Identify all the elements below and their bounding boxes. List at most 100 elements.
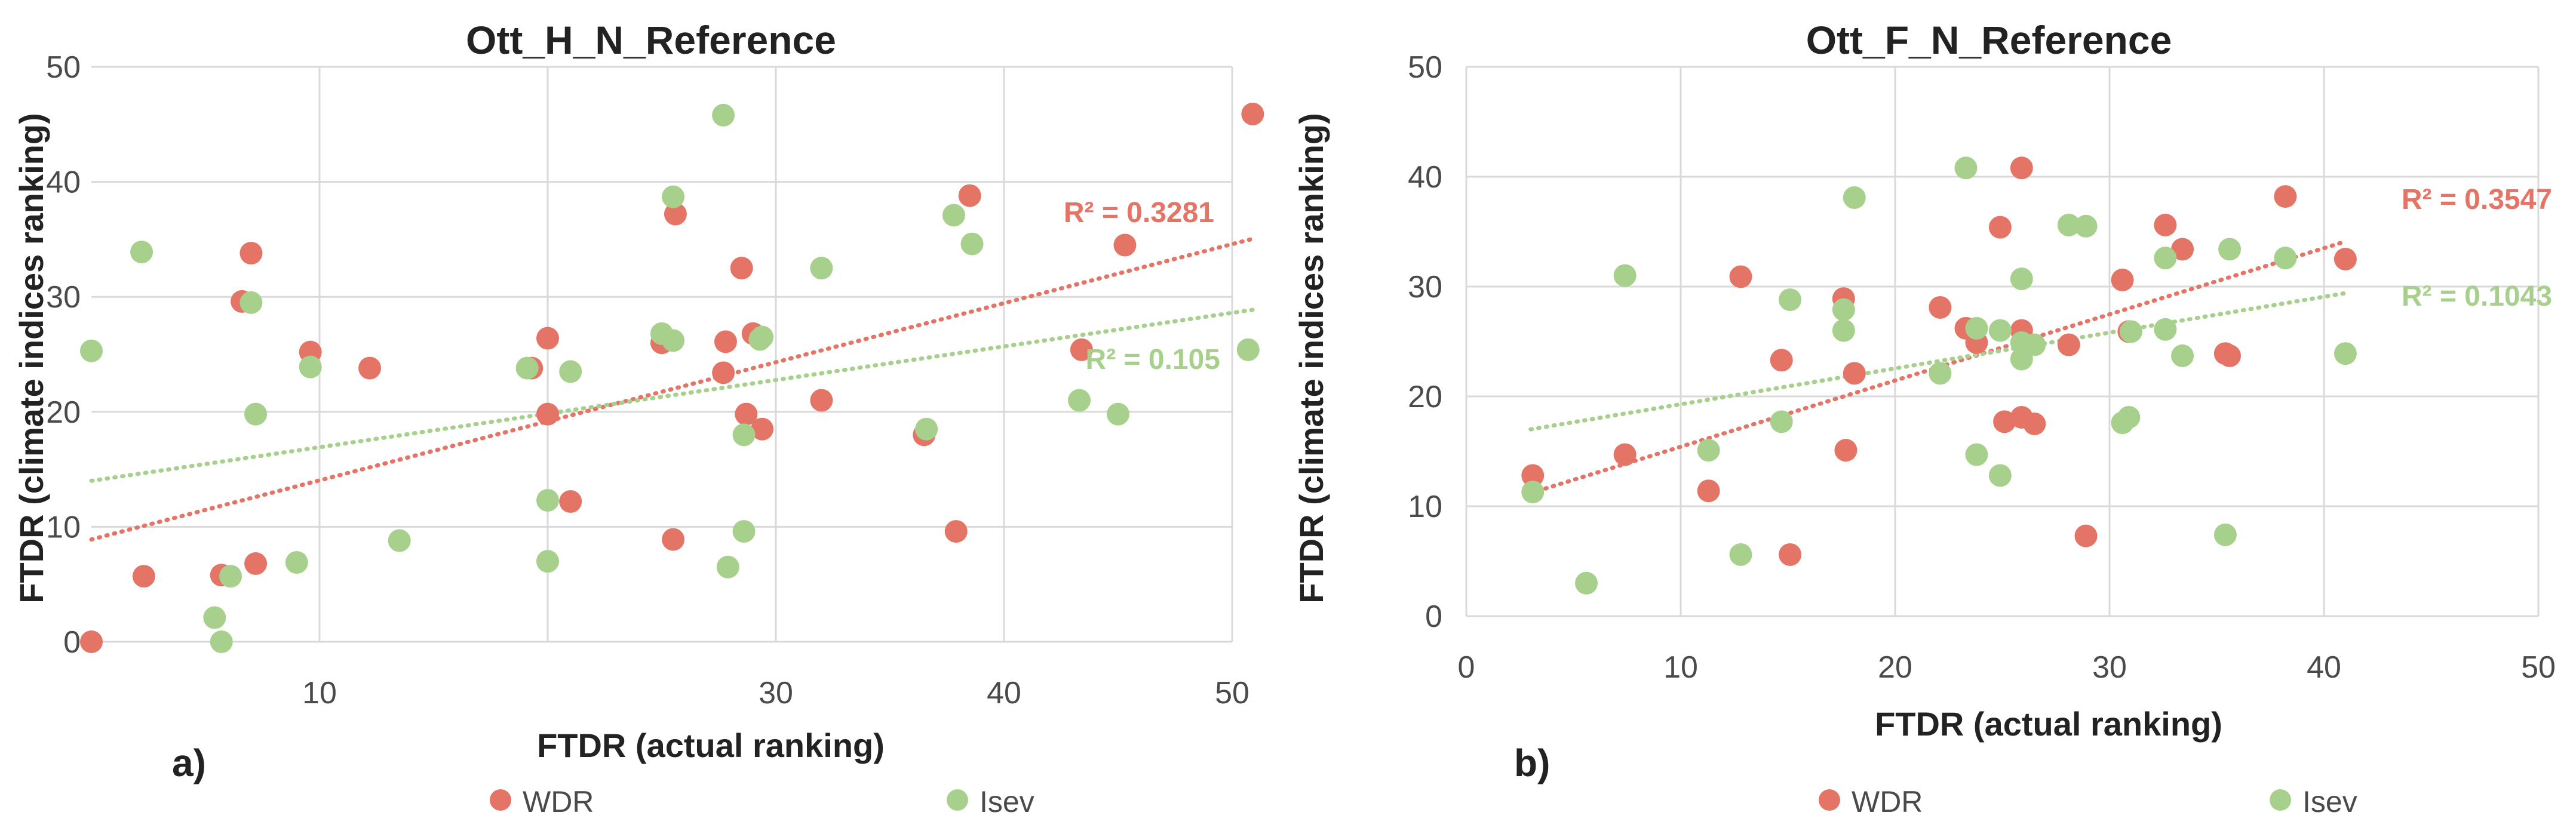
- x-tick-label: 20: [1878, 650, 1912, 685]
- x-tick-label: 30: [759, 676, 793, 710]
- x-axis-label: FTDR (actual ranking): [1875, 705, 2222, 743]
- legend: WDR Isev: [490, 785, 1034, 818]
- y-tick-label: 40: [1408, 160, 1442, 195]
- x-tick-label: 40: [987, 676, 1021, 710]
- data-point-isev: [1779, 288, 1802, 312]
- data-point-isev: [536, 489, 559, 512]
- data-point-isev: [915, 417, 938, 441]
- data-point-isev: [960, 232, 984, 256]
- y-tick-label: 20: [46, 395, 81, 430]
- data-point-wdr: [2171, 238, 2194, 261]
- x-tick-label: 10: [1663, 650, 1698, 685]
- data-point-wdr: [1729, 265, 1752, 288]
- data-point-isev: [716, 555, 739, 578]
- series-isev: [80, 103, 1260, 653]
- panel-label: b): [1514, 741, 1550, 784]
- data-point-wdr: [536, 402, 559, 426]
- x-tick-label: 30: [2092, 650, 2127, 685]
- data-point-isev: [1107, 402, 1129, 426]
- series-isev: [1521, 156, 2357, 595]
- y-tick-label: 10: [1408, 490, 1442, 524]
- data-point-wdr: [2074, 524, 2098, 547]
- data-point-wdr: [712, 361, 735, 384]
- data-point-isev: [1832, 298, 1855, 321]
- y-tick-label: 50: [1408, 50, 1442, 85]
- gridlines: [91, 66, 1233, 643]
- r2-label-isev: R² = 0.105: [1086, 344, 1220, 376]
- data-point-wdr: [664, 202, 687, 226]
- y-tick-label: 30: [46, 280, 81, 315]
- data-point-isev: [1236, 338, 1260, 361]
- data-point-isev: [1843, 186, 1866, 209]
- y-tick-label: 0: [63, 625, 81, 660]
- x-tick-label: 0: [1458, 650, 1475, 685]
- data-point-isev: [240, 291, 263, 314]
- r2-label-wdr: R² = 0.3547: [2402, 184, 2552, 216]
- legend-label-wdr: WDR: [1852, 785, 1923, 818]
- data-point-isev: [210, 630, 233, 653]
- data-point-wdr: [80, 630, 103, 653]
- y-axis-label: FTDR (climate indices ranking): [13, 113, 50, 604]
- legend-marker-wdr: [1819, 789, 1840, 811]
- chart-title: Ott_F_N_Reference: [1806, 18, 2172, 62]
- y-axis-label: FTDR (climate indices ranking): [1292, 113, 1330, 604]
- data-point-wdr: [2154, 213, 2177, 236]
- series-wdr: [1521, 156, 2357, 566]
- data-point-isev: [712, 103, 735, 127]
- y-tick-label: 50: [46, 50, 81, 85]
- data-point-isev: [130, 241, 153, 264]
- x-tick-label: 50: [1215, 676, 1249, 710]
- panel-b: 0 10 20 30 40 50 0 10 20 30 40 50 Ott_F_N_Reference F…: [1292, 18, 2556, 818]
- data-point-isev: [810, 257, 833, 280]
- data-point-wdr: [2334, 248, 2357, 270]
- panel-label: a): [172, 741, 206, 784]
- data-point-isev: [1575, 571, 1598, 595]
- data-point-wdr: [536, 327, 559, 350]
- data-point-isev: [1988, 464, 2012, 487]
- data-point-isev: [662, 329, 685, 352]
- data-point-wdr: [1070, 338, 1093, 361]
- data-point-isev: [388, 529, 411, 552]
- data-point-isev: [203, 606, 226, 629]
- data-point-isev: [515, 356, 539, 380]
- data-point-isev: [2117, 405, 2141, 429]
- x-tick-label: 50: [2521, 650, 2556, 685]
- y-tick-label: 0: [1425, 599, 1442, 634]
- legend-label-isev: Isev: [980, 785, 1034, 818]
- data-point-wdr: [1521, 464, 1545, 487]
- data-point-wdr: [244, 552, 268, 576]
- data-point-wdr: [1988, 216, 2012, 239]
- y-tick-label: 10: [46, 510, 81, 544]
- data-point-wdr: [2111, 268, 2134, 291]
- data-point-isev: [2213, 523, 2237, 546]
- data-point-isev: [1929, 362, 1952, 385]
- data-point-isev: [732, 423, 756, 447]
- data-point-isev: [2334, 342, 2357, 365]
- x-axis-label: FTDR (actual ranking): [537, 727, 885, 764]
- data-point-wdr: [1241, 102, 1264, 125]
- legend-marker-wdr: [490, 789, 511, 811]
- trendline-isev: [1528, 291, 2348, 432]
- data-point-isev: [2154, 247, 2177, 270]
- data-point-wdr: [662, 528, 685, 551]
- data-point-wdr: [2010, 156, 2033, 180]
- gridlines: [1465, 66, 2540, 617]
- data-point-wdr: [2023, 413, 2046, 435]
- panel-a: 0 10 20 30 40 50 10 30 40 50 Ott_H_N_Reference FTDR…: [13, 18, 1264, 818]
- data-point-isev: [559, 360, 582, 383]
- data-point-wdr: [1834, 439, 1857, 462]
- trendline-isev: [89, 307, 1257, 483]
- data-point-wdr: [1779, 543, 1802, 566]
- data-point-wdr: [2057, 333, 2080, 356]
- data-point-isev: [1954, 156, 1978, 180]
- data-point-wdr: [1113, 233, 1137, 257]
- data-point-isev: [751, 325, 774, 349]
- data-point-isev: [244, 402, 268, 426]
- data-point-isev: [2274, 247, 2297, 270]
- data-point-wdr: [559, 490, 582, 513]
- y-tick-label: 20: [1408, 380, 1442, 414]
- data-point-isev: [2057, 213, 2080, 236]
- data-point-wdr: [751, 417, 774, 441]
- data-point-isev: [536, 550, 559, 573]
